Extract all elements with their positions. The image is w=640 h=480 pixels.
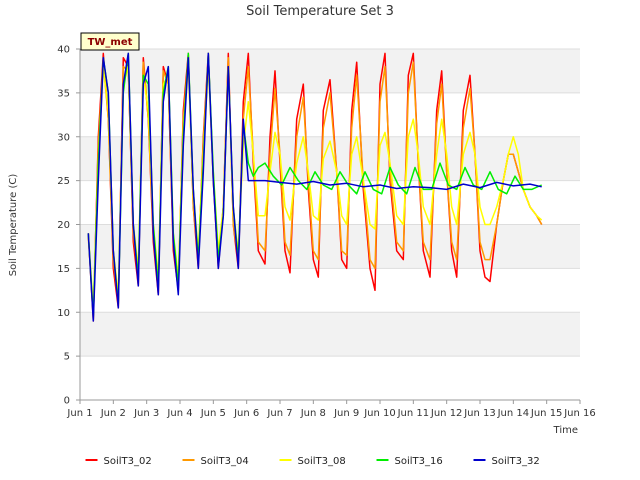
chart-title: Soil Temperature Set 3	[246, 4, 394, 19]
x-tick-label: Jun 13	[463, 408, 496, 419]
y-tick-label: 25	[57, 176, 70, 187]
x-tick-label: Jun 1	[66, 408, 92, 419]
x-tick-label: Jun 3	[133, 408, 159, 419]
series-lines	[87, 52, 543, 322]
y-tick-label: 35	[57, 88, 70, 99]
plot-band	[80, 356, 580, 400]
station-badge-box	[80, 32, 140, 51]
y-axis-label: Soil Temperature (C)	[8, 174, 19, 277]
y-tick-labels: 0 5 10 15 20 25 30 35 40	[57, 45, 80, 407]
plot-band	[80, 180, 580, 225]
x-tick-label: Jun 8	[300, 408, 326, 419]
x-tick-label: Jun 5	[200, 408, 226, 419]
legend-entry: SoilT3_32	[492, 456, 540, 467]
x-tick-label: Jun 6	[233, 408, 259, 419]
x-tick-label: Jun 4	[166, 408, 192, 419]
y-tick-label: 0	[64, 396, 70, 407]
legend-entry: SoilT3_02	[104, 456, 152, 467]
station-label: TW_met	[88, 37, 133, 48]
x-tick-label: Jun 12	[430, 408, 463, 419]
x-axis-label: Time	[553, 425, 578, 436]
plot-band	[80, 312, 580, 357]
x-tick-label: Jun 7	[266, 408, 292, 419]
x-tick-labels: Jun 1 Jun 2 Jun 3 Jun 4 Jun 5 Jun 6 Jun 7 Jun 8…	[66, 400, 596, 419]
plot-band	[80, 224, 580, 269]
legend-entry: SoilT3_16	[395, 456, 443, 467]
y-tick-label: 40	[57, 45, 70, 56]
y-tick-label: 15	[57, 264, 70, 275]
y-tick-label: 5	[64, 352, 70, 363]
legend-entry: SoilT3_04	[201, 456, 249, 467]
plot-band	[80, 268, 580, 313]
series-line-soilt3_32	[87, 52, 542, 322]
y-tick-label: 30	[57, 132, 70, 143]
legend: SoilT3_02 SoilT3_04 SoilT3_08 SoilT3_16 Soil…	[85, 456, 540, 467]
x-tick-label: Jun 16	[563, 408, 596, 419]
y-tick-label: 10	[57, 308, 70, 319]
x-tick-label: Jun 14	[497, 408, 530, 419]
x-tick-label: Jun 2	[100, 408, 126, 419]
legend-entry: SoilT3_08	[298, 456, 346, 467]
x-tick-label: Jun 15	[530, 408, 563, 419]
station-badge: TW_met	[80, 32, 140, 51]
x-tick-label: Jun 9	[333, 408, 359, 419]
y-tick-label: 20	[57, 220, 70, 231]
x-tick-label: Jun 10	[363, 408, 396, 419]
x-tick-label: Jun 11	[397, 408, 430, 419]
